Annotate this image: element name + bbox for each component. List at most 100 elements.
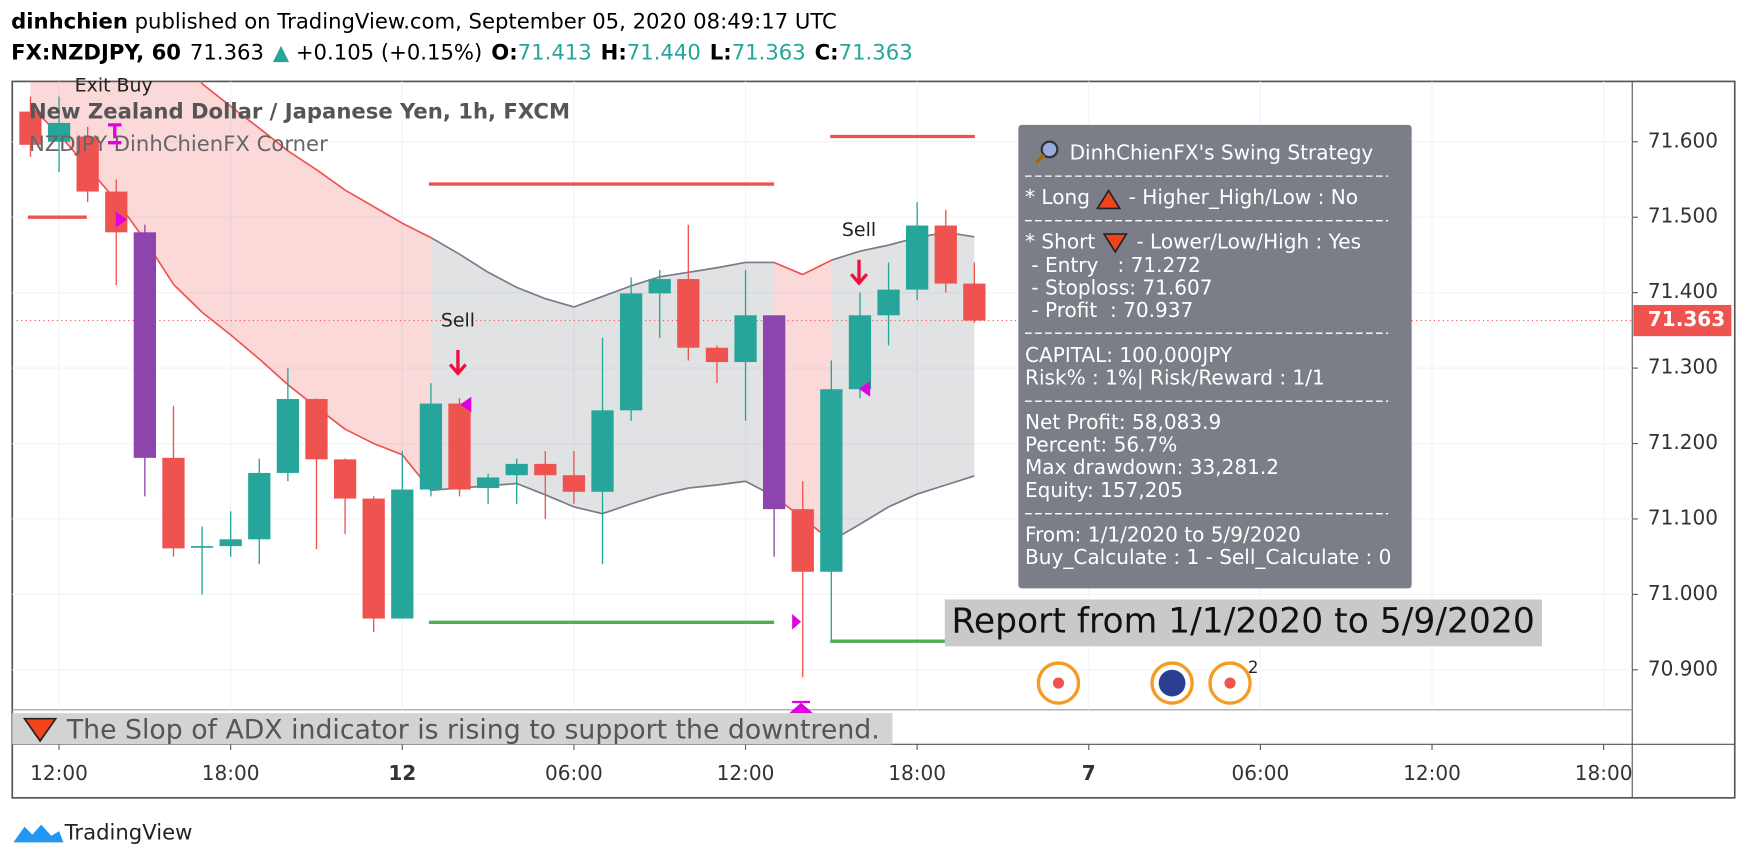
cloud-fill xyxy=(259,128,288,385)
cloud-line xyxy=(516,286,546,300)
candle-body xyxy=(734,315,757,363)
cloud-line xyxy=(916,484,947,495)
ohlc-value: 71.363 xyxy=(732,40,806,65)
ohlc-label: L: xyxy=(710,40,732,65)
cloud-line xyxy=(344,189,375,208)
cloud-line xyxy=(888,493,918,508)
cloud-line xyxy=(630,276,660,287)
candle-body xyxy=(448,403,471,490)
overlay: Exit Buy New Zealand Dollar / Japanese Y… xyxy=(12,74,1542,745)
sell-arrow xyxy=(849,259,869,286)
header-quote: FX:NZDJPY, 60 71.363 ▲ +0.105 (+0.15%) O:71.… xyxy=(11,40,913,65)
price: 71.363 xyxy=(190,40,264,65)
panel-line: CAPITAL: 100,000JPY xyxy=(1025,343,1233,367)
candle-body xyxy=(419,403,443,490)
candle-body xyxy=(963,283,986,321)
frame xyxy=(11,80,1736,799)
candle-body xyxy=(591,410,614,492)
cloud-line xyxy=(430,236,460,255)
y-tick-label: 71.400 xyxy=(1648,279,1718,303)
price-label: 71.363 xyxy=(1648,307,1725,331)
panel-line: Buy_Calculate : 1 - Sell_Calculate : 0 xyxy=(1025,545,1391,569)
candle-body xyxy=(562,475,586,492)
long-label: * Long xyxy=(1025,185,1090,209)
x-tick-label: 18:00 xyxy=(888,761,946,785)
event-dot xyxy=(1224,677,1236,689)
cloud-fill xyxy=(917,232,946,495)
sell-label: Sell xyxy=(441,309,475,331)
cloud-line xyxy=(602,285,632,298)
cloud-line xyxy=(401,222,432,239)
sell-label: Sell xyxy=(842,219,876,241)
signal-marker xyxy=(789,700,813,714)
candle-body xyxy=(47,122,71,142)
exit-buy-label: Exit Buy xyxy=(75,74,153,96)
candle-body xyxy=(333,459,357,499)
ohlc-label: C: xyxy=(815,40,839,65)
ohlc-value: 71.363 xyxy=(839,40,913,65)
ohlc-label: O: xyxy=(491,40,517,65)
chart-subtitle: NZDJPY DinhChienFX Corner xyxy=(29,131,328,156)
panel-line: Percent: 56.7% xyxy=(1025,433,1177,457)
magnifier-icon xyxy=(1040,140,1059,159)
cloud-line xyxy=(373,442,403,456)
ohlc-value: 71.413 xyxy=(518,40,592,65)
candle-body xyxy=(906,225,929,290)
y-tick-label: 71.500 xyxy=(1648,204,1718,228)
ohlc-label: H: xyxy=(601,40,627,65)
x-tick-label: 12:00 xyxy=(30,761,88,785)
long-value: - Higher_High/Low : No xyxy=(1129,185,1358,209)
cloud-fill xyxy=(230,106,260,360)
cloud-line xyxy=(688,484,718,489)
y-tick-label: 71.300 xyxy=(1648,355,1718,379)
y-tick-label: 71.200 xyxy=(1648,430,1718,454)
report-text: Report from 1/1/2020 to 5/9/2020 xyxy=(951,601,1534,641)
cloud-line xyxy=(945,475,975,486)
candle-body xyxy=(619,293,643,411)
cloud-line xyxy=(344,428,375,445)
cloud-line xyxy=(172,283,203,313)
cloud-line xyxy=(315,169,346,191)
brand: TradingView xyxy=(64,819,193,844)
x-tick-label: 12:00 xyxy=(1403,761,1461,785)
symbol: FX:NZDJPY, 60 xyxy=(11,40,181,65)
x-tick-label: 06:00 xyxy=(1232,761,1290,785)
change: +0.105 (+0.15%) xyxy=(296,40,482,65)
panel-separators xyxy=(1025,175,1389,515)
panel-lines: - Entry : 71.272 - Stoploss: 71.607 - Pr… xyxy=(1025,253,1391,569)
candle-body xyxy=(820,389,843,572)
cloud-line xyxy=(287,150,317,171)
cloud-fill xyxy=(345,190,374,444)
candle-body xyxy=(677,279,700,348)
adx-icon xyxy=(22,717,58,743)
x-tick-label: 18:00 xyxy=(202,761,260,785)
cloud-line xyxy=(659,487,689,496)
down-icon xyxy=(1102,233,1128,254)
cloud-line xyxy=(545,297,575,308)
cloud-line xyxy=(802,259,832,276)
cloud-fill xyxy=(202,83,231,335)
x-tick-label: 12:00 xyxy=(717,761,775,785)
up-icon xyxy=(1095,189,1122,210)
candle-body xyxy=(705,347,729,363)
cloud-line xyxy=(688,266,718,274)
cloud-line xyxy=(201,83,232,107)
panel-line: From: 1/1/2020 to 5/9/2020 xyxy=(1025,523,1301,547)
cloud-fill xyxy=(716,262,746,486)
candle-body xyxy=(248,472,271,540)
candle-body xyxy=(162,457,185,549)
cloud-fill xyxy=(373,206,403,455)
x-tick-label: 06:00 xyxy=(545,761,603,785)
candle-body xyxy=(476,477,500,489)
magnifier-handle xyxy=(1034,153,1046,164)
cloud-fill xyxy=(173,81,203,313)
short-value: - Lower/Low/High : Yes xyxy=(1136,229,1361,253)
cloud-line xyxy=(516,482,546,496)
x-tick-label: 7 xyxy=(1082,761,1096,785)
candle-body xyxy=(133,232,157,458)
report-box xyxy=(944,599,1542,647)
cloud-line xyxy=(201,311,232,336)
sell-arrow xyxy=(448,349,467,376)
author: dinhchien xyxy=(11,8,128,33)
cloud-line xyxy=(602,503,632,515)
